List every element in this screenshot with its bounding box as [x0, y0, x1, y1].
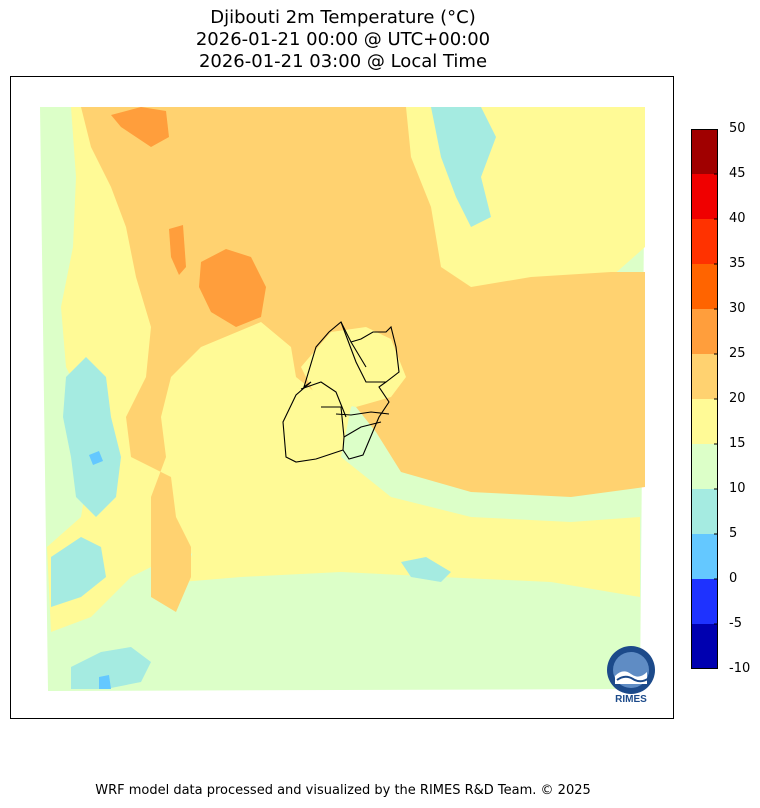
- region-border-1: [300, 381, 347, 418]
- colorbar-swatches: [691, 129, 718, 669]
- colorbar-tick-label: 45: [729, 166, 746, 181]
- colorbar-tick-label: -10: [729, 661, 751, 676]
- colorbar-swatch: [691, 579, 718, 624]
- gulf-coast: [335, 411, 390, 416]
- temp-field-0-5-b: [99, 675, 111, 689]
- temp-field-5-10-a: [431, 107, 496, 227]
- colorbar-swatch: [691, 174, 718, 219]
- colorbar-tick-label: 30: [729, 301, 746, 316]
- country-borders: [282, 321, 400, 463]
- temp-field-5-10-c: [51, 537, 106, 607]
- colorbar-swatch: [691, 129, 718, 174]
- colorbar-tick-label: 15: [729, 436, 746, 451]
- colorbar-swatch: [691, 399, 718, 444]
- colorbar-tick-label: 5: [729, 526, 738, 541]
- colorbar-tick-label: 40: [729, 211, 746, 226]
- footer-credit: WRF model data processed and visualized …: [95, 783, 591, 798]
- rimes-globe-logo-icon: [607, 646, 655, 694]
- colorbar-swatch: [691, 354, 718, 399]
- temp-field-25-30-c: [169, 225, 186, 275]
- colorbar-swatch: [691, 489, 718, 534]
- temp-field-25-30-a: [111, 107, 169, 147]
- colorbar-swatch: [691, 264, 718, 309]
- colorbar-tick-label: 20: [729, 391, 746, 406]
- colorbar-swatch: [691, 309, 718, 354]
- temp-field-5-10-b: [63, 357, 121, 517]
- temp-field-15-20-south: [181, 487, 640, 597]
- temperature-map: [40, 107, 645, 691]
- temp-field-5-10-e: [401, 557, 451, 582]
- colorbar-swatch: [691, 219, 718, 264]
- rimes-logo: RIMES: [603, 644, 659, 708]
- title-line-1: Djibouti 2m Temperature (°C): [210, 7, 476, 28]
- title-line-2: 2026-01-21 00:00 @ UTC+00:00: [195, 29, 491, 50]
- djibouti-outline: [282, 321, 400, 463]
- colorbar-swatch: [691, 534, 718, 579]
- colorbar: [691, 129, 718, 669]
- region-border-3: [321, 406, 345, 451]
- colorbar-swatch: [691, 624, 718, 669]
- colorbar-tick-label: -5: [729, 616, 742, 631]
- temp-field-0-5-a: [89, 451, 103, 465]
- logo-text: RIMES: [615, 694, 647, 705]
- colorbar-tick-label: 0: [729, 571, 738, 586]
- region-border-2: [340, 321, 386, 383]
- temp-field-25-30-b: [199, 249, 266, 327]
- region-border-5: [350, 341, 367, 368]
- colorbar-swatch: [691, 444, 718, 489]
- colorbar-tick-label: 35: [729, 256, 746, 271]
- temp-field-5-10-d: [71, 647, 151, 689]
- colorbar-tick-label: 10: [729, 481, 746, 496]
- region-border-4: [343, 421, 382, 438]
- colorbar-tick-label: 50: [729, 121, 746, 136]
- map-title: Djibouti 2m Temperature (°C) 2026-01-21 …: [0, 7, 686, 73]
- title-line-3: 2026-01-21 03:00 @ Local Time: [198, 51, 488, 72]
- colorbar-tick-label: 25: [729, 346, 746, 361]
- map-frame: [10, 76, 674, 719]
